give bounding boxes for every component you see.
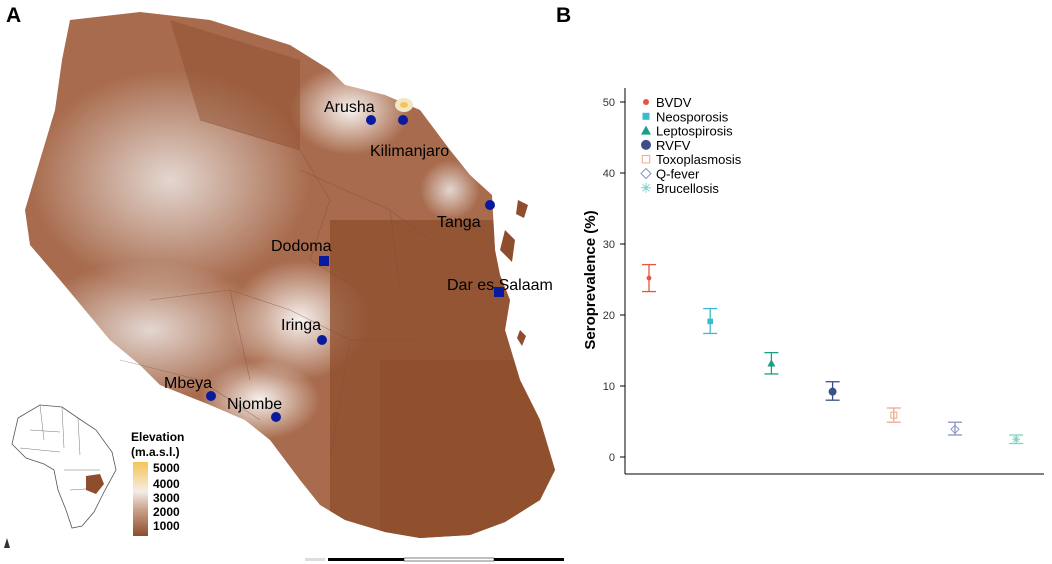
elevation-legend-units: (m.a.s.l.) (131, 445, 180, 459)
legend-key-neosporosis (642, 112, 650, 120)
point-group-leptospirosis (764, 351, 779, 375)
elevation-tick-1000: 1000 (153, 519, 180, 533)
city-label-arusha: Arusha (324, 99, 375, 116)
panel-a-letter: A (6, 4, 21, 27)
africa-country-lines (19, 404, 101, 491)
point-neosporosis (707, 318, 713, 325)
legend-key-bvdv (643, 99, 649, 105)
y-tick-label: 10 (603, 381, 615, 393)
data-points (642, 263, 1024, 445)
point-group-bvdv (642, 263, 656, 293)
legend-label-brucellosis: Brucellosis (656, 181, 719, 196)
city-marker-iringa (317, 335, 327, 345)
tanzania-highlight (86, 474, 104, 494)
mafia-island (517, 330, 526, 346)
city-label-dodoma: Dodoma (271, 238, 332, 255)
point-group-toxoplasmosis (886, 407, 901, 423)
city-marker-dodoma (319, 256, 329, 266)
elevation-tick-2000: 2000 (153, 505, 180, 519)
unguja-island (500, 230, 515, 262)
y-axis-title: Seroprevalence (%) (582, 210, 599, 349)
y-tick-label: 20 (603, 310, 615, 322)
legend-label-q-fever: Q-fever (656, 167, 700, 182)
point-leptospirosis (767, 359, 776, 367)
elevation-tick-3000: 3000 (153, 491, 180, 505)
point-q-fever (950, 424, 960, 435)
legend-key-q-fever (640, 167, 652, 180)
city-label-tanga: Tanga (437, 214, 481, 231)
panel-b-letter: B (556, 4, 571, 27)
elevation-tick-4000: 4000 (153, 477, 180, 491)
city-markers: Arusha Kilimanjaro Tanga Dodoma Dar es Salaa… (164, 99, 553, 422)
legend-label-toxoplasmosis: Toxoplasmosis (656, 152, 742, 167)
region-boundaries (119, 119, 431, 461)
point-group-neosporosis (703, 307, 718, 335)
elevation-tick-5000: 5000 (153, 461, 180, 475)
city-label-dar-es-salaam: Dar es Salaam (447, 277, 553, 294)
city-label-iringa: Iringa (281, 317, 321, 334)
city-marker-arusha (366, 115, 376, 125)
y-tick-label: 30 (603, 239, 615, 251)
city-label-njombe: Njombe (227, 396, 282, 413)
legend-key-brucellosis (641, 182, 651, 193)
point-bvdv (646, 275, 652, 281)
city-marker-mbeya (206, 391, 216, 401)
africa-outline (11, 404, 117, 529)
seroprevalence-chart: Seroprevalence (%) 0 10 20 30 40 50 BVDVNeosp… (582, 88, 1044, 475)
legend-label-rvfv: RVFV (656, 138, 691, 153)
city-marker-dar-es-salaam (494, 287, 504, 297)
point-toxoplasmosis (890, 411, 898, 419)
city-marker-njombe (271, 412, 281, 422)
point-rvfv (828, 387, 837, 396)
city-label-mbeya: Mbeya (164, 375, 212, 392)
point-group-rvfv (825, 381, 840, 401)
city-marker-kilimanjaro (398, 115, 408, 125)
legend-key-toxoplasmosis (641, 154, 651, 164)
legend-label-leptospirosis: Leptospirosis (656, 124, 733, 139)
point-brucellosis (1012, 435, 1021, 444)
city-label-kilimanjaro: Kilimanjaro (370, 143, 449, 160)
elevation-legend-title: Elevation (131, 430, 184, 444)
y-tick-label: 50 (603, 97, 615, 109)
series-legend: BVDVNeosporosisLeptospirosisRVFVToxoplas… (640, 95, 742, 196)
y-tick-label: 0 (609, 452, 615, 464)
legend-key-rvfv (641, 139, 651, 150)
legend-key-leptospirosis (641, 125, 651, 135)
elevation-color-bar (133, 462, 148, 536)
point-group-brucellosis (1009, 434, 1024, 445)
africa-inset-map (11, 404, 117, 529)
scale-bar (305, 557, 564, 562)
elevation-legend: Elevation (m.a.s.l.) 5000 400030002000100… (131, 430, 184, 536)
zanzibar-island (516, 200, 528, 218)
legend-label-bvdv: BVDV (656, 95, 692, 110)
legend-label-neosporosis: Neosporosis (656, 109, 729, 124)
kilimanjaro-summit (400, 102, 408, 108)
y-axis-ticks: 0 10 20 30 40 50 (603, 97, 625, 464)
city-marker-tanga (485, 200, 495, 210)
point-group-q-fever (948, 421, 962, 436)
y-tick-label: 40 (603, 168, 615, 180)
north-arrow-icon (4, 538, 10, 548)
